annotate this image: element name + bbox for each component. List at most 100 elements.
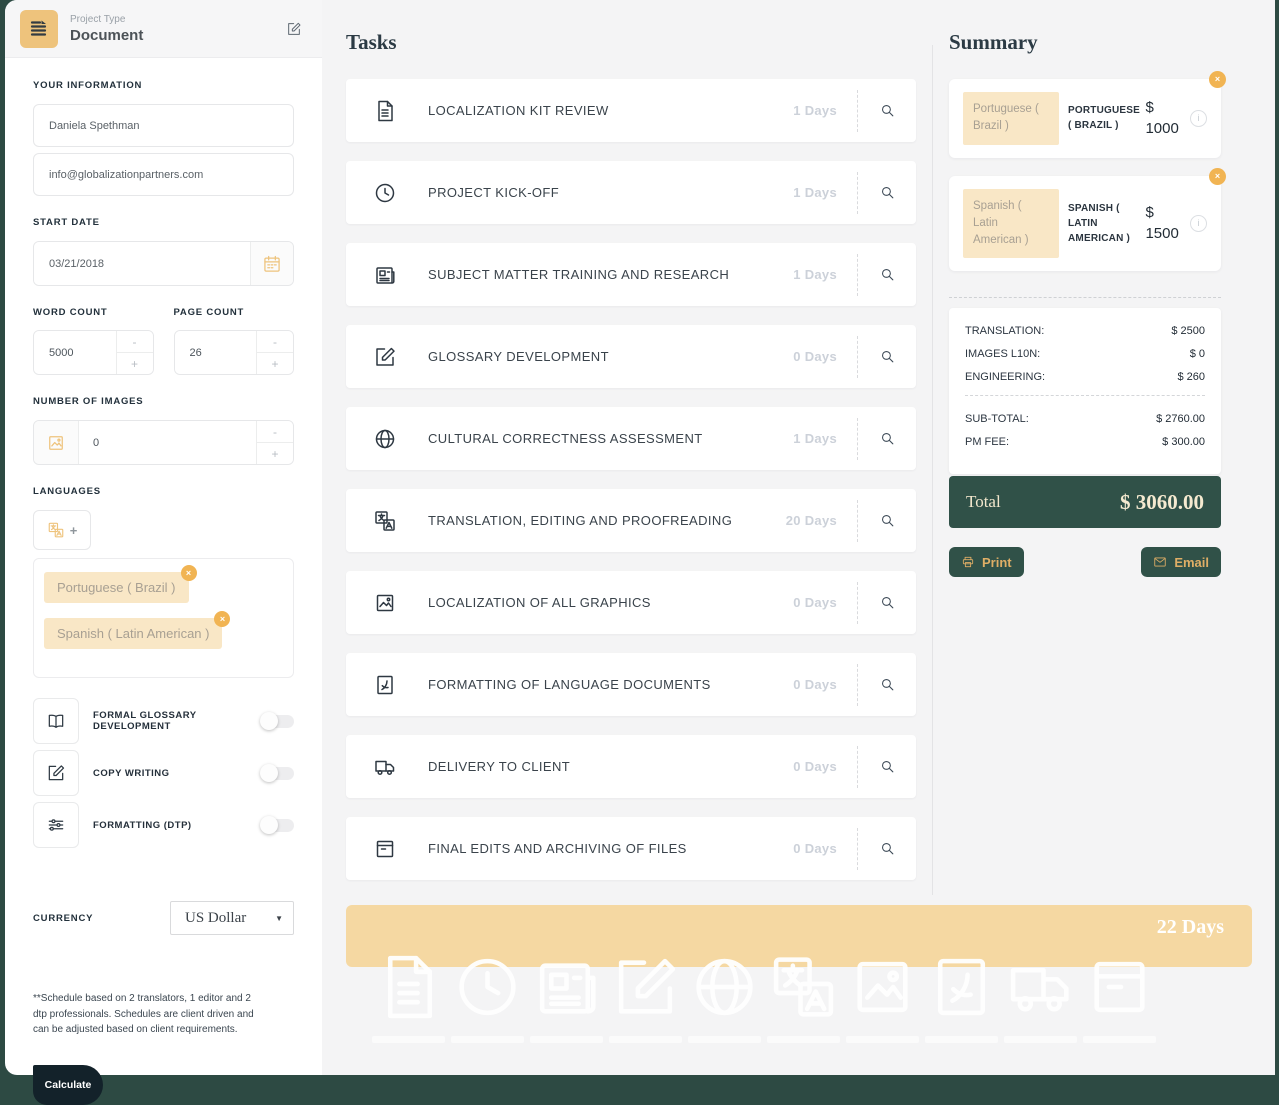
task-row: GLOSSARY DEVELOPMENT 0 Days (346, 325, 916, 388)
cost-label: ENGINEERING: (965, 371, 1046, 384)
currency-value: US Dollar (185, 909, 247, 926)
toggle-label: FORMATTING (DTP) (93, 819, 192, 831)
cost-label: IMAGES L10N: (965, 348, 1041, 361)
task-label: SUBJECT MATTER TRAINING AND RESEARCH (428, 267, 730, 282)
summary-language-card: × Portuguese ( Brazil ) PORTUGUESE ( BRAZI… (949, 71, 1226, 158)
plus-icon: + (69, 522, 78, 538)
summary-section: Summary × Portuguese ( Brazil ) PORTUGUESE… (949, 30, 1226, 578)
summary-language-chip: Spanish ( Latin American ) (963, 188, 1059, 259)
magnifier-icon[interactable] (858, 325, 916, 388)
cost-value: $ 260 (1177, 371, 1205, 384)
name-input[interactable] (33, 104, 294, 147)
images-decrement-button[interactable]: - (257, 421, 293, 443)
start-date-input[interactable] (34, 242, 250, 285)
email-button-label: Email (1174, 554, 1209, 570)
sidebar: Project Type Document YOUR INFORMATION S… (5, 0, 322, 1105)
task-row: LOCALIZATION KIT REVIEW 1 Days (346, 79, 916, 142)
magnifier-icon[interactable] (858, 489, 916, 552)
task-days: 1 Days (793, 267, 837, 282)
timeline-segment (925, 920, 998, 1043)
image-icon (846, 938, 919, 1036)
printer-icon (961, 555, 975, 569)
cost-row: IMAGES L10N: $ 0 (965, 348, 1205, 360)
toggle-switch[interactable] (260, 763, 294, 782)
tasks-section: Tasks LOCALIZATION KIT REVIEW 1 Days PROJE… (346, 30, 916, 899)
summary-language-name: SPANISH ( LATIN AMERICAN ) (1068, 202, 1130, 244)
page-count-input[interactable] (174, 331, 256, 374)
task-row: FINAL EDITS AND ARCHIVING OF FILES 0 Days (346, 817, 916, 880)
option-toggle-row: FORMATTING (DTP) (33, 802, 294, 848)
page-count-field: - + (173, 330, 294, 375)
calendar-icon[interactable] (250, 242, 293, 285)
timeline-segment (530, 920, 603, 1043)
task-divider (857, 827, 858, 870)
magnifier-icon[interactable] (858, 735, 916, 798)
toggle-switch[interactable] (260, 815, 294, 834)
cost-label: SUB-TOTAL: (965, 413, 1029, 426)
total-label: Total (966, 492, 1001, 512)
images-count-input[interactable] (79, 421, 256, 464)
task-days: 1 Days (793, 431, 837, 446)
info-icon[interactable]: i (1190, 214, 1207, 232)
page-count-stepper: - + (256, 331, 293, 374)
option-toggle-row: FORMAL GLOSSARY DEVELOPMENT (33, 698, 294, 744)
cost-lines: TRANSLATION: $ 2500 IMAGES L10N: $ 0 ENGINEE… (965, 325, 1205, 383)
calculate-button[interactable]: Calculate (33, 1064, 103, 1105)
edit-project-type-icon[interactable] (286, 21, 302, 37)
task-days: 0 Days (793, 759, 837, 774)
magnifier-icon[interactable] (858, 243, 916, 306)
summary-language-cards: × Portuguese ( Brazil ) PORTUGUESE ( BRAZI… (949, 71, 1226, 272)
remove-language-icon[interactable]: × (214, 611, 231, 627)
magnifier-icon[interactable] (858, 407, 916, 470)
page-count-increment-button[interactable]: + (257, 353, 293, 374)
word-count-field: - + (33, 330, 154, 375)
timeline-segment (372, 920, 445, 1043)
edit-square-icon (33, 750, 79, 796)
toggle-switch[interactable] (260, 711, 294, 730)
toggle-knob (260, 763, 278, 782)
language-chip: Spanish ( Latin American ) × (44, 611, 231, 649)
option-toggle-row: COPY WRITING (33, 750, 294, 796)
currency-label: CURRENCY (33, 912, 94, 924)
sidebar-form: YOUR INFORMATION START DATE WORD COUNT P… (5, 80, 322, 1105)
magnifier-icon[interactable] (858, 79, 916, 142)
timeline-progress-bar (372, 1036, 445, 1043)
print-button[interactable]: Print (949, 547, 1024, 578)
word-count-input[interactable] (34, 331, 116, 374)
main-content: Tasks LOCALIZATION KIT REVIEW 1 Days PROJE… (322, 0, 1275, 1075)
remove-summary-language-icon[interactable]: × (1209, 71, 1226, 88)
info-icon[interactable]: i (1190, 109, 1207, 127)
timeline-progress-bar (1004, 1036, 1077, 1043)
magnifier-icon[interactable] (858, 161, 916, 224)
options-toggles: FORMAL GLOSSARY DEVELOPMENT COPY WRITING F… (33, 698, 294, 848)
currency-select[interactable]: US Dollar ▼ (170, 901, 294, 935)
image-icon (34, 421, 79, 464)
remove-summary-language-icon[interactable]: × (1209, 167, 1226, 185)
add-language-button[interactable]: + (33, 510, 91, 550)
timeline-progress-bar (1083, 1036, 1156, 1043)
remove-language-icon[interactable]: × (180, 565, 197, 581)
magnifier-icon[interactable] (858, 571, 916, 634)
word-count-increment-button[interactable]: + (116, 353, 153, 374)
selected-languages-box: Portuguese ( Brazil ) × Spanish ( Latin Am… (33, 558, 294, 678)
column-divider (932, 45, 933, 895)
schedule-note: **Schedule based on 2 translators, 1 edi… (33, 993, 254, 1035)
image-icon (373, 591, 397, 615)
task-row: TRANSLATION, EDITING AND PROOFREADING 20 … (346, 489, 916, 552)
globe-icon (373, 427, 397, 451)
summary-title: Summary (949, 30, 1038, 54)
print-button-label: Print (982, 554, 1012, 570)
task-row: DELIVERY TO CLIENT 0 Days (346, 735, 916, 798)
task-list: LOCALIZATION KIT REVIEW 1 Days PROJECT KIC… (346, 79, 916, 880)
task-days: 0 Days (793, 595, 837, 610)
page-count-decrement-button[interactable]: - (257, 331, 293, 353)
truck-icon (373, 755, 397, 779)
summary-language-name: PORTUGUESE ( BRAZIL ) (1068, 105, 1141, 132)
magnifier-icon[interactable] (858, 653, 916, 716)
email-button[interactable]: Email (1141, 547, 1221, 578)
images-increment-button[interactable]: + (257, 443, 293, 464)
email-input[interactable] (33, 153, 294, 196)
timeline-segment (609, 920, 682, 1043)
word-count-decrement-button[interactable]: - (116, 331, 153, 353)
magnifier-icon[interactable] (858, 817, 916, 880)
